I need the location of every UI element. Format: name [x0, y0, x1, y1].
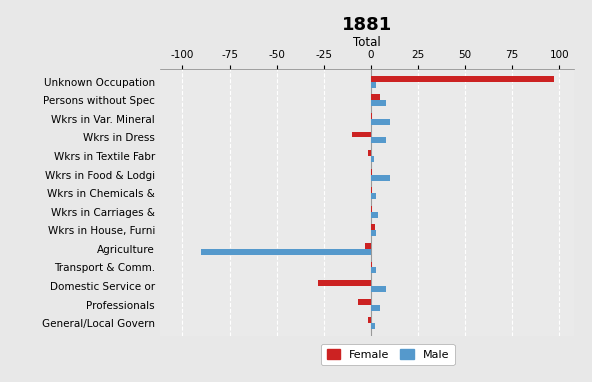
- Legend: Female, Male: Female, Male: [321, 344, 455, 365]
- Bar: [371, 156, 374, 162]
- Bar: [371, 187, 372, 193]
- Bar: [371, 175, 390, 181]
- Bar: [318, 280, 371, 286]
- Bar: [371, 76, 554, 82]
- Bar: [371, 230, 377, 236]
- Bar: [358, 299, 371, 304]
- Bar: [371, 169, 372, 175]
- Bar: [371, 94, 380, 100]
- Bar: [368, 150, 371, 156]
- Bar: [371, 267, 377, 274]
- Bar: [371, 262, 372, 267]
- Bar: [371, 212, 378, 218]
- Bar: [371, 193, 375, 199]
- Bar: [371, 304, 380, 311]
- Bar: [371, 113, 372, 119]
- Bar: [365, 243, 371, 249]
- Title: 1881: 1881: [342, 16, 392, 34]
- Bar: [371, 138, 386, 143]
- Bar: [368, 317, 371, 323]
- Bar: [201, 249, 371, 255]
- Bar: [371, 100, 386, 106]
- Bar: [352, 131, 371, 138]
- Bar: [371, 224, 375, 230]
- Bar: [371, 119, 390, 125]
- Bar: [371, 82, 377, 88]
- Bar: [371, 206, 372, 212]
- X-axis label: Total: Total: [353, 36, 381, 49]
- Bar: [371, 286, 386, 292]
- Bar: [371, 323, 375, 329]
